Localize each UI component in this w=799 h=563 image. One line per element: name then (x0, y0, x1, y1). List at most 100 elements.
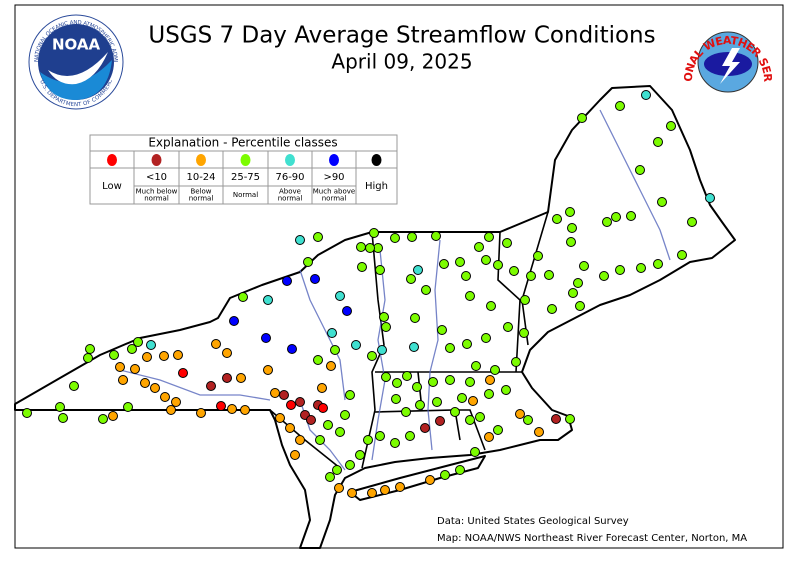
station-dot (468, 396, 478, 406)
station-dot (544, 270, 554, 280)
station-dot (475, 412, 485, 422)
station-dot (150, 383, 160, 393)
legend-description: normal (322, 195, 347, 203)
credit: Map: NOAA/NWS Northeast River Forecast C… (437, 533, 747, 544)
station-dot (315, 435, 325, 445)
station-dot (303, 257, 313, 267)
station-dot (227, 404, 237, 414)
legend-description: Much below (136, 188, 178, 196)
legend-swatch (240, 154, 251, 166)
station-dot (471, 361, 481, 371)
station-dot (342, 306, 352, 316)
station-dot (356, 242, 366, 252)
legend-box (89, 134, 398, 205)
station-dot (375, 431, 385, 441)
station-dot (325, 472, 335, 482)
station-dot (323, 420, 333, 430)
rivers (119, 109, 671, 471)
station-dot (295, 397, 305, 407)
station-dot (455, 465, 465, 475)
station-dot (363, 435, 373, 445)
station-dot (465, 415, 475, 425)
station-dot (58, 413, 68, 423)
station-dot (657, 197, 667, 207)
station-dot (533, 251, 543, 261)
station-dots (22, 90, 715, 498)
legend-description: Normal (233, 191, 258, 199)
legend-range: 76-90 (275, 172, 304, 183)
station-dot (412, 382, 422, 392)
station-dot (115, 362, 125, 372)
station-dot (236, 373, 246, 383)
credit: Data: United States Geological Survey (437, 516, 629, 527)
station-dot (445, 343, 455, 353)
legend-description: normal (144, 195, 169, 203)
station-dot (602, 217, 612, 227)
station-dot (568, 288, 578, 298)
station-dot (340, 410, 350, 420)
station-dot (415, 400, 425, 410)
map-title: USGS 7 Day Average Streamflow Conditions (148, 23, 655, 49)
station-dot (222, 373, 232, 383)
station-dot (470, 447, 480, 457)
legend-description: Above (279, 188, 301, 196)
station-dot (485, 375, 495, 385)
station-dot (261, 333, 271, 343)
station-dot (326, 361, 336, 371)
legend-description: Below (190, 188, 211, 196)
station-dot (130, 364, 140, 374)
station-dot (211, 339, 221, 349)
station-dot (160, 392, 170, 402)
station-dot (502, 238, 512, 248)
station-dot (222, 348, 232, 358)
station-dot (439, 259, 449, 269)
station-dot (420, 423, 430, 433)
station-dot (282, 276, 292, 286)
station-dot (85, 344, 95, 354)
noaa-text: NOAA (52, 36, 101, 54)
station-dot (457, 393, 467, 403)
station-dot (551, 414, 561, 424)
station-dot (287, 344, 297, 354)
station-dot (599, 271, 609, 281)
station-dot (109, 350, 119, 360)
station-dot (705, 193, 715, 203)
station-dot (511, 357, 521, 367)
station-dot (493, 260, 503, 270)
legend-title: Explanation - Percentile classes (148, 136, 337, 150)
station-dot (450, 407, 460, 417)
station-dot (519, 328, 529, 338)
station-dot (428, 377, 438, 387)
station-dot (481, 255, 491, 265)
station-dot (367, 351, 377, 361)
station-dot (335, 427, 345, 437)
station-dot (410, 313, 420, 323)
station-dot (413, 265, 423, 275)
station-dot (108, 411, 118, 421)
station-dot (666, 121, 676, 131)
station-dot (332, 465, 342, 475)
legend-range: 25-75 (231, 172, 260, 183)
station-dot (140, 378, 150, 388)
station-dot (432, 397, 442, 407)
legend-swatch (196, 154, 206, 166)
legend-range: 10-24 (186, 172, 215, 183)
station-dot (565, 414, 575, 424)
station-dot (425, 475, 435, 485)
station-dot (474, 242, 484, 252)
station-dot (465, 377, 475, 387)
station-dot (286, 400, 296, 410)
station-dot (381, 322, 391, 332)
station-dot (375, 265, 385, 275)
station-dot (431, 231, 441, 241)
station-dot (503, 322, 513, 332)
station-dot (635, 165, 645, 175)
station-dot (355, 450, 365, 460)
station-dot (369, 228, 379, 238)
station-dot (173, 350, 183, 360)
station-dot (178, 368, 188, 378)
station-dot (520, 295, 530, 305)
station-dot (392, 378, 402, 388)
station-dot (381, 372, 391, 382)
